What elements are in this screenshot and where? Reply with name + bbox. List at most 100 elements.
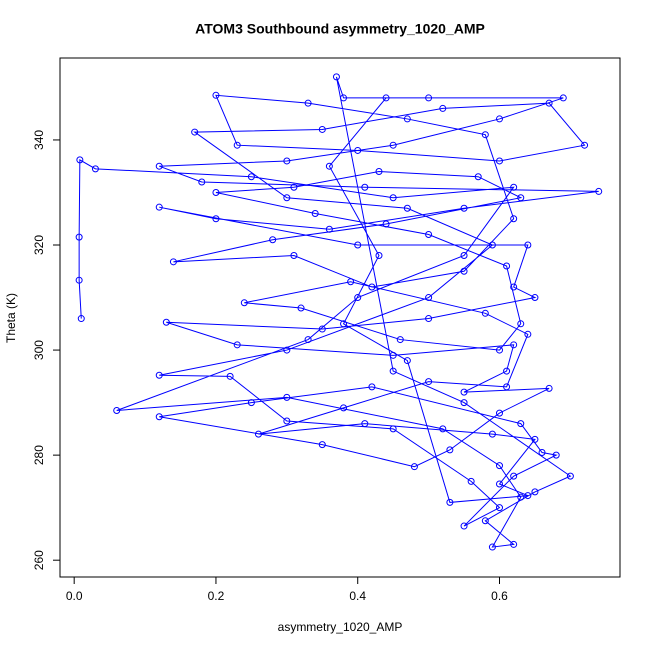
- point: [566, 472, 574, 480]
- point: [552, 451, 560, 459]
- point: [495, 157, 503, 165]
- point: [460, 522, 468, 530]
- point: [460, 399, 468, 407]
- point: [75, 276, 83, 284]
- point: [403, 115, 411, 123]
- point: [389, 351, 397, 359]
- point: [581, 141, 589, 149]
- point: [375, 252, 383, 260]
- point: [212, 215, 220, 223]
- y-tick-label: 320: [32, 235, 46, 255]
- point: [354, 294, 362, 302]
- point: [382, 220, 390, 228]
- point: [240, 299, 248, 307]
- point: [524, 330, 532, 338]
- point: [155, 203, 163, 211]
- plot-area: [75, 73, 603, 551]
- point: [283, 393, 291, 401]
- point: [531, 294, 539, 302]
- point: [425, 315, 433, 323]
- point: [304, 336, 312, 344]
- point: [495, 346, 503, 354]
- point: [503, 383, 511, 391]
- point: [446, 498, 454, 506]
- point: [495, 462, 503, 470]
- point: [517, 320, 525, 328]
- point: [389, 367, 397, 375]
- chart-title: ATOM3 Southbound asymmetry_1020_AMP: [195, 21, 485, 37]
- plot-frame: [59, 57, 621, 578]
- x-tick-label: 0.6: [491, 589, 508, 603]
- point: [247, 173, 255, 181]
- point: [524, 241, 532, 249]
- point: [354, 241, 362, 249]
- point: [76, 156, 84, 164]
- point: [233, 141, 241, 149]
- point: [481, 131, 489, 139]
- point: [155, 413, 163, 421]
- point: [212, 188, 220, 196]
- point: [361, 183, 369, 191]
- point: [510, 472, 518, 480]
- point: [191, 128, 199, 136]
- point: [155, 371, 163, 379]
- point: [495, 480, 503, 488]
- point: [595, 187, 603, 195]
- point: [318, 325, 326, 333]
- point: [446, 446, 454, 454]
- point: [467, 477, 475, 485]
- x-tick-label: 0.2: [208, 589, 225, 603]
- point: [495, 409, 503, 417]
- point: [290, 183, 298, 191]
- point: [212, 91, 220, 99]
- point: [503, 262, 511, 270]
- x-axis-label: asymmetry_1020_AMP: [278, 620, 403, 634]
- point: [517, 493, 525, 501]
- point: [517, 420, 525, 428]
- point: [233, 341, 241, 349]
- point: [226, 372, 234, 380]
- point: [460, 204, 468, 212]
- point: [354, 146, 362, 154]
- point: [488, 241, 496, 249]
- point: [361, 420, 369, 428]
- point: [283, 417, 291, 425]
- point: [517, 194, 525, 202]
- point: [439, 104, 447, 112]
- point: [495, 115, 503, 123]
- point: [375, 167, 383, 175]
- point: [425, 94, 433, 102]
- point: [340, 404, 348, 412]
- point: [297, 304, 305, 312]
- point: [389, 141, 397, 149]
- point: [524, 492, 532, 500]
- series-line: [78, 76, 599, 548]
- point: [283, 157, 291, 165]
- point: [290, 252, 298, 260]
- point: [396, 336, 404, 344]
- point: [325, 225, 333, 233]
- point: [545, 384, 553, 392]
- point: [545, 99, 553, 107]
- point: [481, 309, 489, 317]
- point: [559, 94, 567, 102]
- point: [254, 430, 262, 438]
- point: [283, 346, 291, 354]
- point: [332, 73, 340, 81]
- point: [538, 449, 546, 457]
- point: [488, 543, 496, 551]
- y-axis-label: Theta (K): [4, 293, 18, 343]
- point: [403, 357, 411, 365]
- point: [325, 162, 333, 170]
- point: [425, 378, 433, 386]
- point: [460, 267, 468, 275]
- y-tick-label: 300: [32, 340, 46, 360]
- point: [318, 125, 326, 133]
- point: [510, 215, 518, 223]
- point: [439, 425, 447, 433]
- point: [474, 173, 482, 181]
- point: [155, 162, 163, 170]
- point: [460, 388, 468, 396]
- point: [340, 320, 348, 328]
- point: [481, 517, 489, 525]
